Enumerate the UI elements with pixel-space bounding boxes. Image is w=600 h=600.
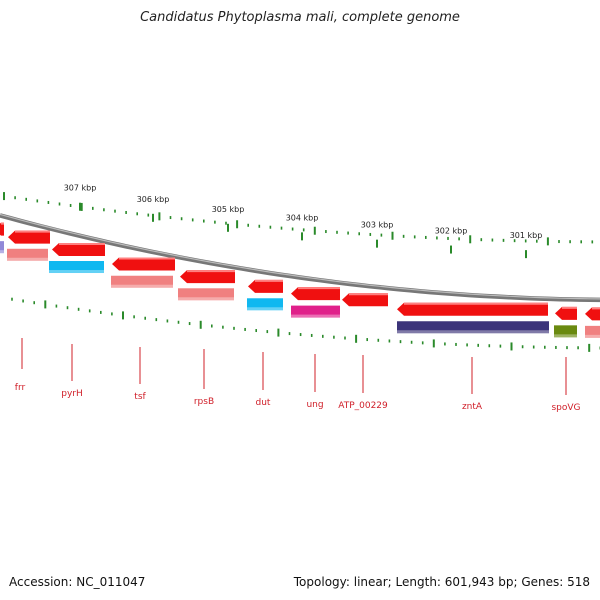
feature-box-shade xyxy=(7,257,48,261)
feature-box xyxy=(585,325,600,338)
tick-labels: 307 kbp 306 kbp 305 kbp 304 kbp 303 kbp 302 k… xyxy=(64,184,543,240)
feature-box xyxy=(291,305,340,318)
gene-label-znta: zntA xyxy=(462,402,483,412)
feature-box-shade xyxy=(585,334,600,338)
gene-arrow-highlight xyxy=(187,270,235,273)
gene-label-tsf: tsf xyxy=(134,392,146,402)
forward-strand-genes xyxy=(0,222,600,321)
feature-box-shade xyxy=(397,330,549,334)
gene-arrow-highlight xyxy=(119,257,175,260)
gene-arrow-highlight xyxy=(255,279,283,282)
tick-label: 303 kbp xyxy=(361,221,394,230)
feature-box xyxy=(247,298,283,311)
gene-arrow xyxy=(0,222,4,236)
feature-box-shade xyxy=(178,297,234,301)
gene-arrow xyxy=(291,287,340,301)
gene-arrow xyxy=(585,307,600,321)
feature-box xyxy=(397,321,549,334)
accession-text: Accession: NC_011047 xyxy=(9,575,146,589)
tick-label: 304 kbp xyxy=(286,213,319,222)
backbone-line xyxy=(0,213,600,303)
gene-arrow-highlight xyxy=(349,293,388,296)
genome-backbone xyxy=(0,213,600,303)
feature-box xyxy=(0,241,4,254)
gene-arrow xyxy=(52,242,105,256)
gene-arrow xyxy=(8,230,50,244)
gene-label-atp_00229: ATP_00229 xyxy=(338,401,388,411)
genome-summary-text: Topology: linear; Length: 601,943 bp; Ge… xyxy=(293,575,590,589)
feature-box xyxy=(49,261,104,274)
feature-box-shade xyxy=(247,307,283,311)
feature-box-shade xyxy=(49,270,104,274)
gene-arrow-highlight xyxy=(1,222,4,225)
feature-box-shade xyxy=(0,250,4,254)
feature-box-shade xyxy=(291,314,340,318)
feature-box xyxy=(7,248,48,261)
gene-arrow xyxy=(180,270,235,284)
feature-boxes xyxy=(0,241,600,338)
gene-arrow-highlight xyxy=(404,302,548,305)
gene-arrow-highlight xyxy=(15,230,50,233)
backbone-highlight xyxy=(0,213,600,300)
gene-labels: frr pyrH tsf rpsB dut ung ATP_00229 zntA spoVG xyxy=(15,338,581,413)
outer-tick-marks xyxy=(3,192,594,259)
gene-label-dut: dut xyxy=(256,398,271,408)
gene-label-pyrh: pyrH xyxy=(61,389,83,399)
gene-arrow xyxy=(248,279,283,293)
gene-label-ung: ung xyxy=(306,400,323,410)
feature-box xyxy=(178,288,234,301)
map-title: Candidatus Phytoplasma mali, complete ge… xyxy=(140,10,460,25)
feature-box xyxy=(111,275,173,288)
gene-arrow xyxy=(397,302,548,316)
gene-arrow xyxy=(112,257,175,271)
gene-arrow-highlight xyxy=(592,307,600,310)
feature-box xyxy=(554,325,577,338)
gene-arrow xyxy=(555,306,577,320)
gene-label-rpsb: rpsB xyxy=(194,397,214,407)
tick-label: 301 kbp xyxy=(510,231,543,240)
tick-label: 306 kbp xyxy=(137,195,170,204)
gene-arrow-highlight xyxy=(59,242,105,245)
feature-box-shade xyxy=(111,284,173,288)
gene-label-frr: frr xyxy=(15,383,26,393)
gene-arrow-highlight xyxy=(298,287,340,290)
feature-box-shade xyxy=(554,334,577,338)
tick-label: 305 kbp xyxy=(212,205,245,214)
gene-label-spovg: spoVG xyxy=(551,403,580,413)
inner-tick-marks xyxy=(11,297,600,352)
gene-arrow-highlight xyxy=(562,306,577,309)
gene-arrow xyxy=(342,293,388,307)
tick-label: 302 kbp xyxy=(435,227,468,236)
tick-label: 307 kbp xyxy=(64,184,97,193)
